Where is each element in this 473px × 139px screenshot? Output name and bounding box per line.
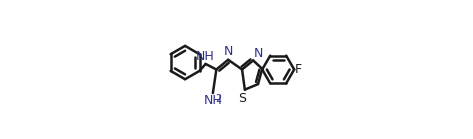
Text: N: N [254,47,263,60]
Text: F: F [295,63,302,76]
Text: 2: 2 [216,94,222,104]
Text: S: S [238,92,246,105]
Text: NH: NH [196,50,215,63]
Text: N: N [224,45,233,58]
Text: NH: NH [203,94,222,107]
